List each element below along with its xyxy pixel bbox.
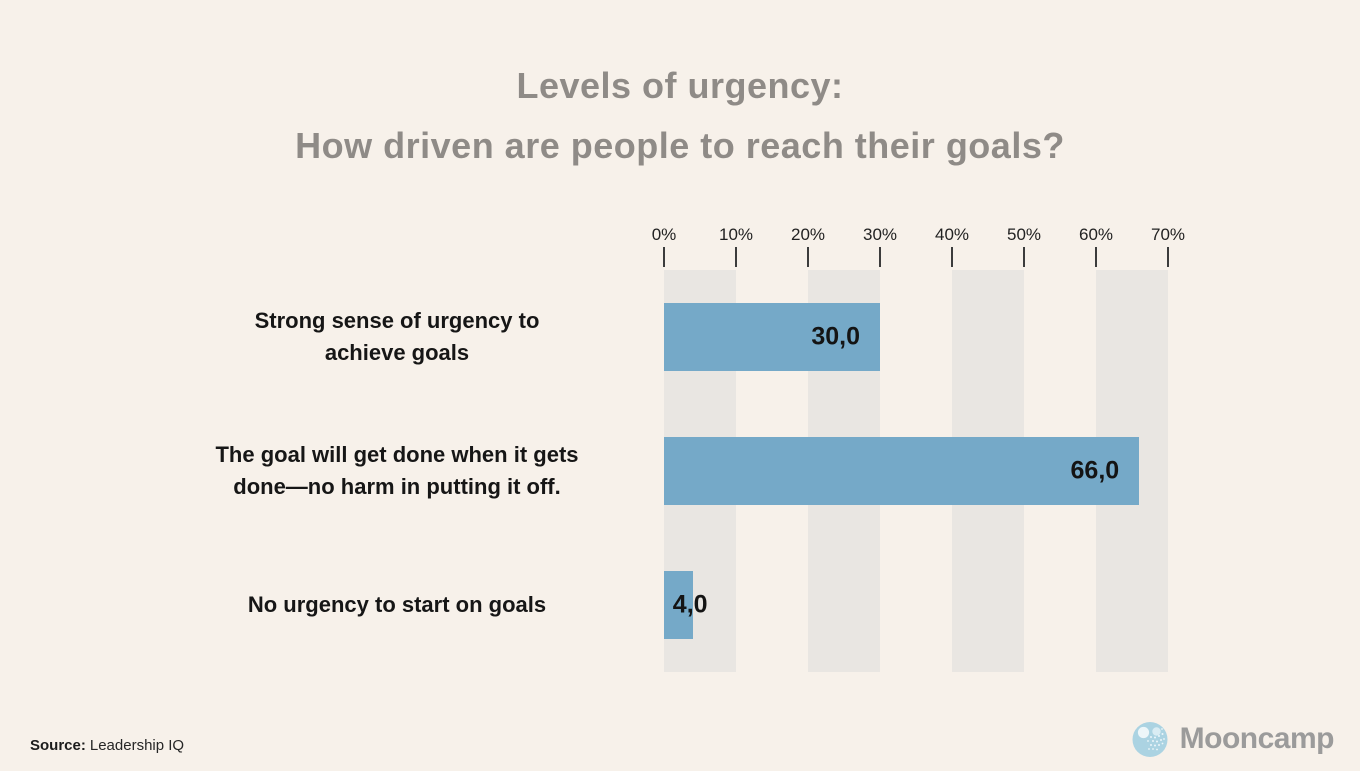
bar-value-label: 30,0 (811, 322, 860, 351)
bar-row: 66,0 (664, 404, 1168, 538)
x-tick-label: 30% (862, 225, 898, 244)
bar-row: 30,0 (664, 270, 1168, 404)
bar-value-label: 4,0 (672, 590, 708, 619)
x-tick-label: 10% (718, 225, 754, 244)
x-axis-ticks: 0% 10% 20% 30% 40% 50% 60% 70% (652, 225, 1185, 270)
x-tick-label: 70% (1150, 225, 1186, 244)
bar: 66,0 (664, 437, 1140, 505)
plot-row: Strong sense of urgency to achieve goals… (130, 270, 1168, 672)
brand-name: Mooncamp (1179, 722, 1335, 755)
source-note: Source: Leadership IQ (30, 737, 184, 754)
bar: 4,0 (664, 571, 708, 639)
x-tick-mark (663, 247, 665, 267)
x-tick-mark (879, 247, 881, 267)
source-label: Source: (30, 737, 86, 754)
category-label: Strong sense of urgency to achieve goals (254, 308, 540, 365)
category-label: No urgency to start on goals (247, 592, 547, 617)
x-tick-label: 60% (1078, 225, 1114, 244)
x-axis: 0% 10% 20% 30% 40% 50% 60% 70% (130, 225, 1185, 270)
category-labels: Strong sense of urgency to achieve goals… (130, 270, 664, 672)
bar-value-label: 66,0 (1070, 456, 1120, 485)
bar-chart: 0% 10% 20% 30% 40% 50% 60% 70% Strong sense of … (130, 225, 1185, 672)
x-tick-mark (807, 247, 809, 267)
axis-spacer (130, 226, 664, 270)
bar: 30,0 (664, 303, 880, 371)
x-tick-mark (1023, 247, 1025, 267)
x-tick-label: 0% (651, 225, 677, 244)
chart-title-line-2: How driven are people to reach their goa… (295, 125, 1065, 166)
x-tick-mark (951, 247, 953, 267)
brand-logo: Mooncamp (1131, 720, 1335, 758)
x-tick-label: 50% (1006, 225, 1042, 244)
moon-icon (1132, 722, 1168, 757)
plot-area: 30,0 66,0 4,0 (664, 270, 1168, 672)
x-tick-mark (1095, 247, 1097, 267)
chart-title-line-1: Levels of urgency: (516, 65, 844, 106)
chart-title: Levels of urgency: How driven are people… (0, 0, 1360, 176)
x-tick-label: 40% (934, 225, 970, 244)
x-tick-mark (735, 247, 737, 267)
category-label: The goal will get done when it gets done… (215, 442, 579, 499)
x-tick-label: 20% (790, 225, 826, 244)
source-value: Leadership IQ (89, 737, 185, 754)
bar-row: 4,0 (664, 538, 1168, 672)
x-tick-mark (1167, 247, 1169, 267)
